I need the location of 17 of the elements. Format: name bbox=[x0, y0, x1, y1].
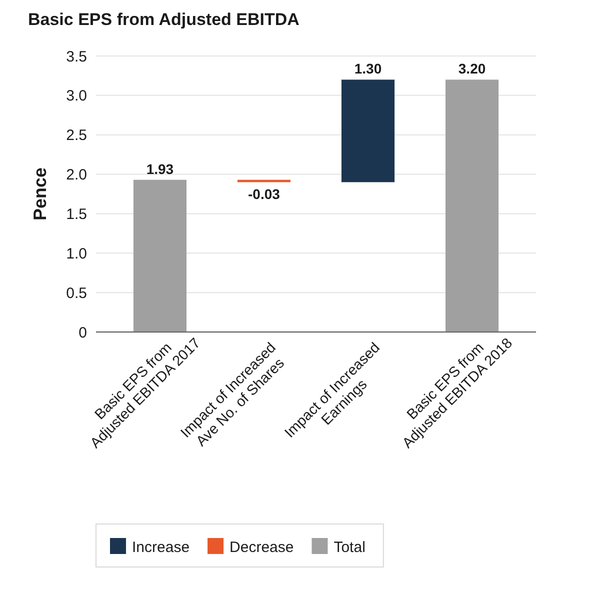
y-tick-label: 3.5 bbox=[66, 48, 87, 66]
y-axis-title: Pence bbox=[30, 167, 50, 221]
chart-title: Basic EPS from Adjusted EBITDA bbox=[28, 10, 300, 29]
y-tick-label: 2.5 bbox=[66, 127, 87, 144]
y-tick-label: 0.5 bbox=[66, 284, 87, 302]
legend-label: Increase bbox=[132, 539, 190, 556]
data-label: 1.30 bbox=[354, 60, 382, 77]
y-tick-label: 0 bbox=[78, 324, 87, 342]
legend-label: Total bbox=[334, 539, 366, 556]
data-label: 1.93 bbox=[146, 160, 174, 177]
y-tick-label: 2.0 bbox=[66, 166, 87, 184]
legend-label: Decrease bbox=[230, 539, 294, 556]
data-label: 3.20 bbox=[458, 60, 486, 77]
y-tick-label: 1.5 bbox=[66, 206, 87, 223]
y-tick-label: 1.0 bbox=[66, 245, 87, 262]
y-tick-label: 3.0 bbox=[66, 88, 87, 105]
data-label: -0.03 bbox=[248, 186, 280, 202]
